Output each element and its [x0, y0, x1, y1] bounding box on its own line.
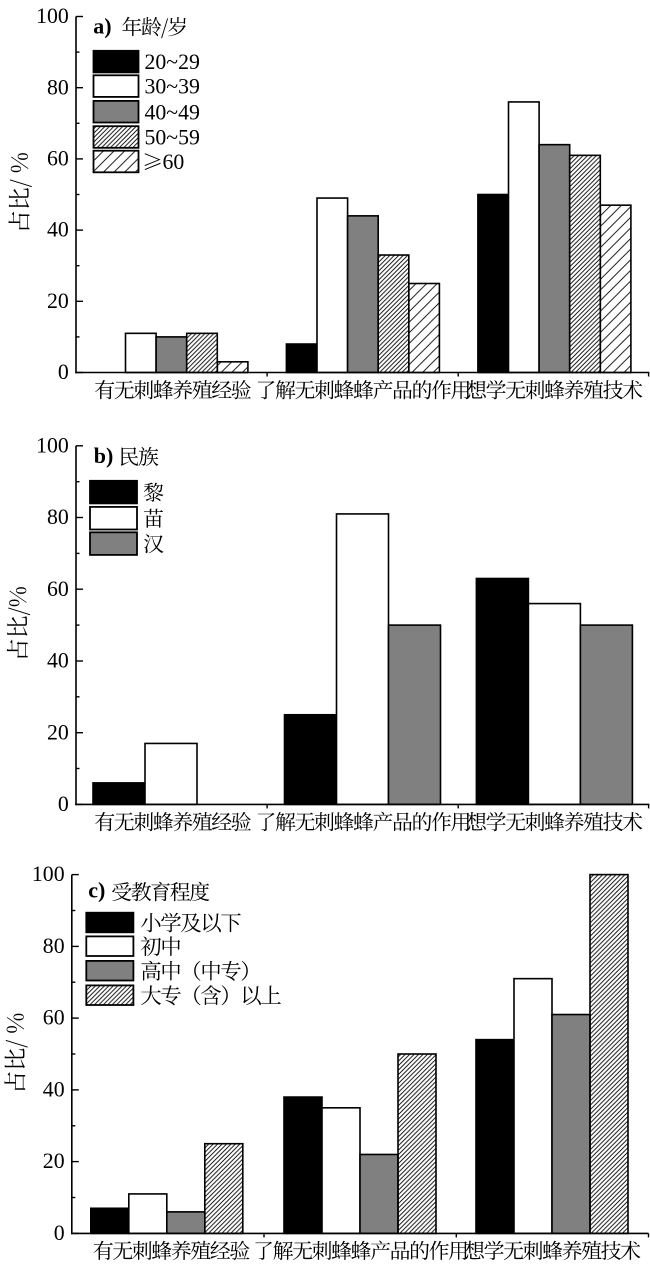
svg-text:20: 20 [47, 720, 69, 744]
svg-text:30~39: 30~39 [145, 75, 200, 99]
svg-text:40~49: 40~49 [145, 100, 200, 124]
svg-text:60: 60 [43, 1006, 65, 1030]
svg-text:0: 0 [58, 360, 69, 384]
svg-text:0: 0 [54, 1221, 65, 1245]
svg-text:80: 80 [43, 934, 65, 958]
svg-text:60: 60 [163, 150, 185, 174]
svg-text:50~59: 50~59 [145, 126, 200, 150]
svg-text:20: 20 [43, 1149, 65, 1173]
svg-text:20: 20 [47, 289, 69, 313]
svg-text:b): b) [94, 443, 114, 468]
svg-text:80: 80 [47, 505, 69, 529]
svg-text:60: 60 [47, 147, 69, 171]
svg-text:40: 40 [47, 649, 69, 673]
svg-text:c): c) [88, 878, 105, 903]
svg-text:100: 100 [32, 862, 65, 886]
svg-text:20~29: 20~29 [145, 50, 200, 74]
svg-text:100: 100 [36, 4, 69, 28]
svg-text:100: 100 [36, 433, 69, 457]
svg-text:80: 80 [47, 75, 69, 99]
svg-text:40: 40 [43, 1077, 65, 1101]
svg-text:a): a) [93, 14, 111, 39]
svg-text:60: 60 [47, 577, 69, 601]
svg-text:0: 0 [58, 792, 69, 816]
svg-text:40: 40 [47, 218, 69, 242]
